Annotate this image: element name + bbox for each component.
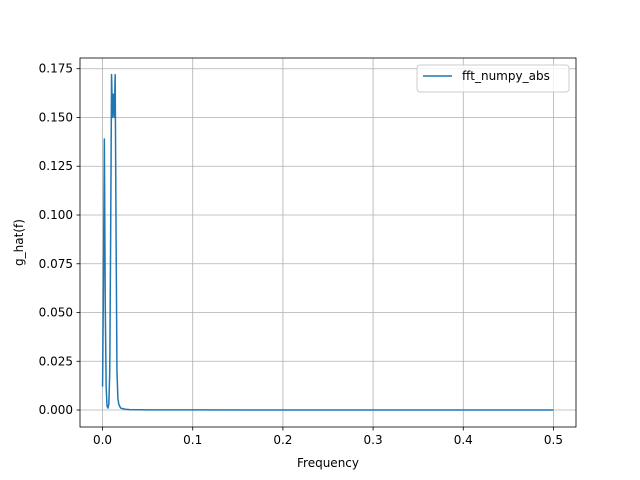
x-tick-label: 0.0 bbox=[93, 433, 112, 447]
y-tick-label: 0.000 bbox=[39, 403, 73, 417]
series-line-fft_numpy_abs bbox=[101, 73, 554, 411]
x-tick-label: 0.4 bbox=[454, 433, 473, 447]
x-tick-label: 0.2 bbox=[273, 433, 292, 447]
plot-frame bbox=[79, 57, 577, 428]
y-tick-label: 0.025 bbox=[39, 354, 73, 368]
x-axis-label: Frequency bbox=[297, 456, 359, 470]
legend-label: fft_numpy_abs bbox=[462, 69, 550, 83]
y-tick-label: 0.175 bbox=[39, 62, 73, 76]
y-tick-label: 0.075 bbox=[39, 257, 73, 271]
legend-box bbox=[416, 64, 570, 93]
legend: fft_numpy_abs bbox=[416, 64, 570, 93]
y-tick-label: 0.125 bbox=[39, 159, 73, 173]
x-tick-label: 0.3 bbox=[364, 433, 383, 447]
grid bbox=[80, 58, 576, 427]
y-tick-label: 0.100 bbox=[39, 208, 73, 222]
y-axis: 0.000 0.025 0.050 0.075 0.100 0.125 0.150 0.175 bbox=[39, 62, 80, 417]
x-tick-label: 0.1 bbox=[183, 433, 202, 447]
x-axis: 0.0 0.1 0.2 0.3 0.4 0.5 bbox=[93, 427, 563, 447]
series-layer bbox=[101, 73, 554, 411]
y-tick-label: 0.150 bbox=[39, 110, 73, 124]
y-tick-label: 0.050 bbox=[39, 306, 73, 320]
y-axis-label: g_hat(f) bbox=[12, 219, 26, 266]
x-tick-label: 0.5 bbox=[544, 433, 563, 447]
